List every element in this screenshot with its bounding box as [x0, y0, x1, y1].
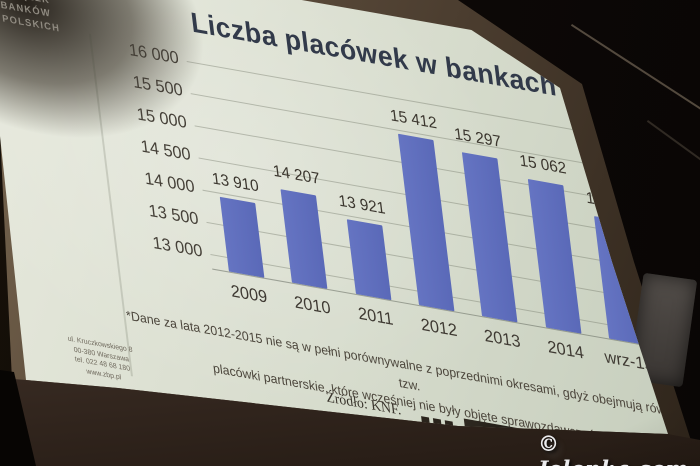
x-tick-label: 2013 [483, 326, 522, 352]
bar [346, 218, 392, 301]
y-axis: 16 000 15 500 15 000 14 500 14 000 13 500 13 0… [76, 40, 204, 269]
bar [397, 134, 455, 312]
y-tick-label: 13 500 [147, 200, 200, 229]
x-tick-label: 2012 [419, 315, 459, 341]
y-tick-label: 14 000 [143, 168, 196, 197]
y-tick-label: 14 500 [139, 136, 192, 165]
x-tick-label: 2009 [229, 281, 269, 307]
bar-value-label: 13 921 [337, 191, 387, 218]
bar [280, 189, 328, 289]
bar [219, 197, 265, 278]
y-tick-label: 15 500 [131, 72, 184, 100]
cable-line [646, 120, 700, 193]
x-tick-label: 2014 [546, 337, 585, 363]
y-tick-label: 15 000 [135, 104, 188, 133]
x-tick-label: 2010 [293, 292, 332, 319]
watermark: © Jelonka.com [538, 431, 688, 466]
y-tick-label: 13 000 [151, 233, 204, 261]
x-tick-label: 2011 [357, 304, 395, 330]
